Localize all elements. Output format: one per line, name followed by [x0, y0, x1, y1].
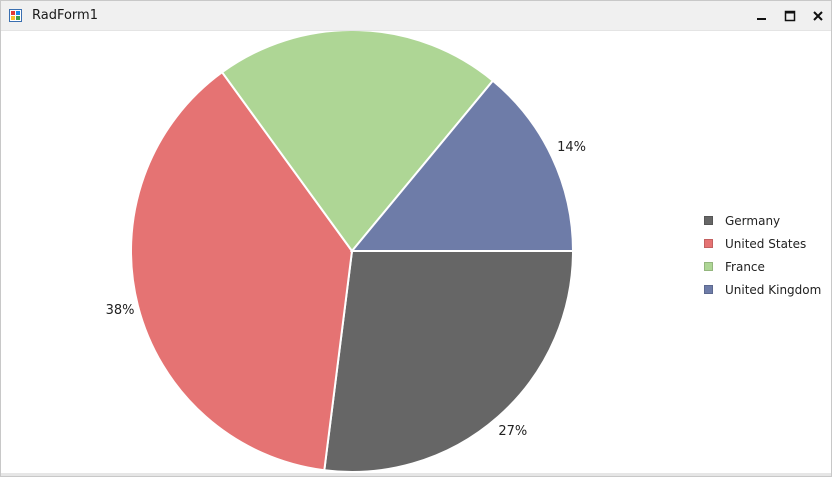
chart-legend: Germany United States France United Kingdom — [704, 209, 821, 301]
pie-slice-germany[interactable] — [323, 250, 575, 473]
close-button[interactable] — [804, 1, 832, 30]
pie-slice-france[interactable] — [220, 31, 495, 253]
pie-slice-united-kingdom[interactable] — [349, 79, 575, 252]
title-bar[interactable]: RadForm1 — [1, 1, 831, 31]
maximize-button[interactable] — [776, 1, 804, 30]
chart-area: 27% 38% 14% Germany United States France Unit… — [1, 31, 831, 476]
legend-swatch — [704, 285, 713, 294]
pie-label-united-kingdom: 14% — [557, 140, 586, 156]
legend-label: United States — [725, 236, 807, 251]
pie-label-united-states: 38% — [105, 302, 135, 318]
legend-item-france[interactable]: France — [704, 255, 821, 278]
minimize-icon — [757, 17, 766, 20]
window-title: RadForm1 — [32, 8, 98, 23]
close-icon — [813, 10, 823, 21]
pie-label-germany: 27% — [498, 423, 528, 439]
legend-label: United Kingdom — [725, 282, 822, 297]
minimize-button[interactable] — [748, 1, 776, 30]
legend-swatch — [704, 262, 713, 271]
pie-slice-united-states[interactable] — [130, 70, 354, 472]
legend-swatch — [704, 239, 713, 248]
legend-item-united-kingdom[interactable]: United Kingdom — [704, 278, 821, 301]
legend-label: Germany — [725, 213, 781, 228]
app-window-icon — [9, 9, 22, 22]
pie-chart — [130, 31, 575, 473]
legend-item-united-states[interactable]: United States — [704, 232, 821, 255]
legend-item-germany[interactable]: Germany — [704, 209, 821, 232]
maximize-icon — [784, 10, 796, 21]
window-bottom-border — [1, 473, 831, 476]
legend-label: France — [725, 259, 765, 274]
legend-swatch — [704, 216, 713, 225]
